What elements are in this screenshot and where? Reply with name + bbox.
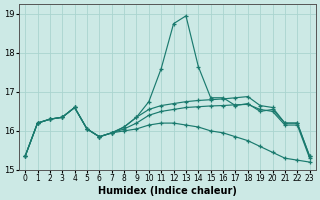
X-axis label: Humidex (Indice chaleur): Humidex (Indice chaleur) xyxy=(98,186,237,196)
